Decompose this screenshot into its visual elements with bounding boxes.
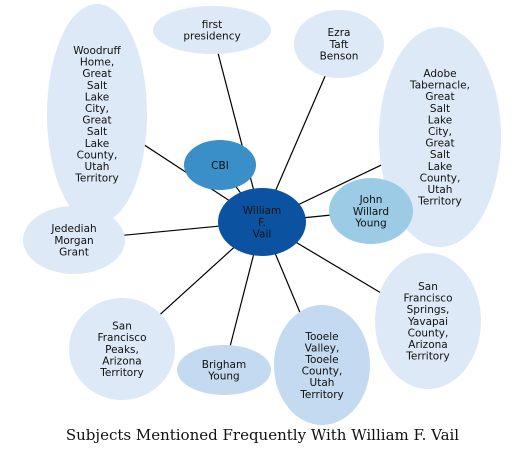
node-william: William F. Vail xyxy=(218,188,306,256)
node-label-line: Great xyxy=(82,68,111,80)
node-label-line: San xyxy=(418,281,438,293)
node-label-line: Great xyxy=(82,115,111,127)
node-label-line: Lake xyxy=(428,161,452,173)
node-label-line: Territory xyxy=(417,196,462,208)
node-san-francisco-springs: San Francisco Springs, Yavapai County, Arizon… xyxy=(375,253,481,389)
node-label-line: Woodruff xyxy=(73,45,121,57)
node-ezra-taft-benson: Ezra Taft Benson xyxy=(294,10,384,78)
node-ellipse-john-willard-young xyxy=(329,178,413,244)
node-label-line: City, xyxy=(85,103,109,115)
node-label-line: Tabernacle, xyxy=(409,80,470,92)
node-label-line: Lake xyxy=(85,91,109,103)
node-label-ezra-taft-benson: Ezra Taft Benson xyxy=(320,27,359,62)
node-label-line: Lake xyxy=(85,138,109,150)
node-label-line: County, xyxy=(420,172,461,184)
node-label-line: Territory xyxy=(299,389,344,401)
node-label-san-francisco-springs: San Francisco Springs, Yavapai County, Arizon… xyxy=(403,281,452,363)
node-ellipse-tooele-valley xyxy=(274,305,370,425)
node-label-line: Ezra xyxy=(328,27,351,39)
node-label-line: Territory xyxy=(99,367,144,379)
node-label-line: Brigham xyxy=(202,359,246,371)
node-cbi: CBI xyxy=(184,140,256,190)
node-label-line: Territory xyxy=(405,351,450,363)
node-woodruff-home: Woodruff Home, Great Salt Lake City, Great Salt… xyxy=(47,4,147,224)
node-label-line: William xyxy=(243,205,281,217)
node-label-line: F. xyxy=(258,217,266,229)
node-ellipse-william xyxy=(218,188,306,256)
node-label-adobe-tabernacle: Adobe Tabernacle, Great Salt Lake City, Great S… xyxy=(409,68,470,208)
node-brigham-young: Brigham Young xyxy=(177,345,271,395)
node-ellipse-jedediah-morgan-grant xyxy=(23,206,125,274)
node-label-line: Lake xyxy=(428,114,452,126)
node-label-woodruff-home: Woodruff Home, Great Salt Lake City, Great Salt… xyxy=(73,45,121,185)
node-label-line: Yavapai xyxy=(407,316,448,328)
node-ellipse-adobe-tabernacle xyxy=(379,27,501,247)
node-label-line: Salt xyxy=(430,103,450,115)
node-label-line: Utah xyxy=(428,184,453,196)
node-label-san-francisco-peaks: San Francisco Peaks, Arizona Territory xyxy=(97,321,146,379)
node-label-line: County, xyxy=(408,327,449,339)
node-label-brigham-young: Brigham Young xyxy=(202,359,246,383)
node-label-william: William F. Vail xyxy=(243,205,281,240)
node-label-line: Valley, xyxy=(305,342,340,354)
node-label-line: Young xyxy=(354,217,386,229)
node-label-line: Jedediah xyxy=(50,223,96,235)
node-label-line: Arizona xyxy=(102,355,141,367)
node-first-presidency: first presidency xyxy=(153,6,271,54)
node-label-line: Salt xyxy=(430,149,450,161)
node-label-line: presidency xyxy=(183,31,240,43)
node-john-willard-young: John Willard Young xyxy=(329,178,413,244)
node-label-line: Tooele xyxy=(304,354,338,366)
node-label-line: CBI xyxy=(211,160,229,172)
node-label-line: Salt xyxy=(87,126,107,138)
node-label-line: County, xyxy=(77,149,118,161)
node-ellipse-woodruff-home xyxy=(47,4,147,224)
node-label-line: Utah xyxy=(85,161,110,173)
node-ellipse-san-francisco-springs xyxy=(375,253,481,389)
diagram-caption: Subjects Mentioned Frequently With Willi… xyxy=(65,426,460,444)
node-label-line: Utah xyxy=(310,377,335,389)
node-jedediah-morgan-grant: Jedediah Morgan Grant xyxy=(23,206,125,274)
node-label-line: Home, xyxy=(80,57,114,69)
node-label-line: Morgan xyxy=(54,235,93,247)
node-label-line: Springs, xyxy=(407,304,450,316)
node-label-line: City, xyxy=(428,126,452,138)
node-ellipse-ezra-taft-benson xyxy=(294,10,384,78)
node-ellipse-san-francisco-peaks xyxy=(69,298,175,400)
node-adobe-tabernacle: Adobe Tabernacle, Great Salt Lake City, Great S… xyxy=(379,27,501,247)
node-label-cbi: CBI xyxy=(211,160,229,172)
node-label-first-presidency: first presidency xyxy=(183,19,240,43)
node-label-line: San xyxy=(112,321,132,333)
node-label-line: Vail xyxy=(253,228,272,240)
node-label-line: first xyxy=(202,19,223,31)
node-label-line: Adobe xyxy=(423,68,456,80)
node-label-john-willard-young: John Willard Young xyxy=(353,194,389,229)
node-label-line: Francisco xyxy=(97,332,146,344)
node-label-line: John xyxy=(359,194,383,206)
node-san-francisco-peaks: San Francisco Peaks, Arizona Territory xyxy=(69,298,175,400)
node-label-line: Francisco xyxy=(403,293,452,305)
node-label-line: Young xyxy=(207,371,239,383)
node-label-line: Tooele xyxy=(304,331,338,343)
node-tooele-valley: Tooele Valley, Tooele County, Utah Territory xyxy=(274,305,370,425)
node-label-line: Grant xyxy=(59,246,89,258)
node-label-jedediah-morgan-grant: Jedediah Morgan Grant xyxy=(50,223,96,258)
node-label-line: Salt xyxy=(87,80,107,92)
node-label-line: Territory xyxy=(74,173,119,185)
node-label-line: Great xyxy=(425,91,454,103)
node-label-tooele-valley: Tooele Valley, Tooele County, Utah Territory xyxy=(299,331,344,401)
node-label-line: Benson xyxy=(320,50,359,62)
node-ellipse-first-presidency xyxy=(153,6,271,54)
nodes: first presidency Ezra Taft Benson Adobe Tabern… xyxy=(23,4,501,425)
node-label-line: Taft xyxy=(329,39,349,51)
node-ellipse-cbi xyxy=(184,140,256,190)
node-label-line: Peaks, xyxy=(105,344,139,356)
node-ellipse-brigham-young xyxy=(177,345,271,395)
node-label-line: Willard xyxy=(353,206,389,218)
node-label-line: County, xyxy=(302,366,343,378)
node-label-line: Great xyxy=(425,138,454,150)
node-label-line: Arizona xyxy=(408,339,447,351)
